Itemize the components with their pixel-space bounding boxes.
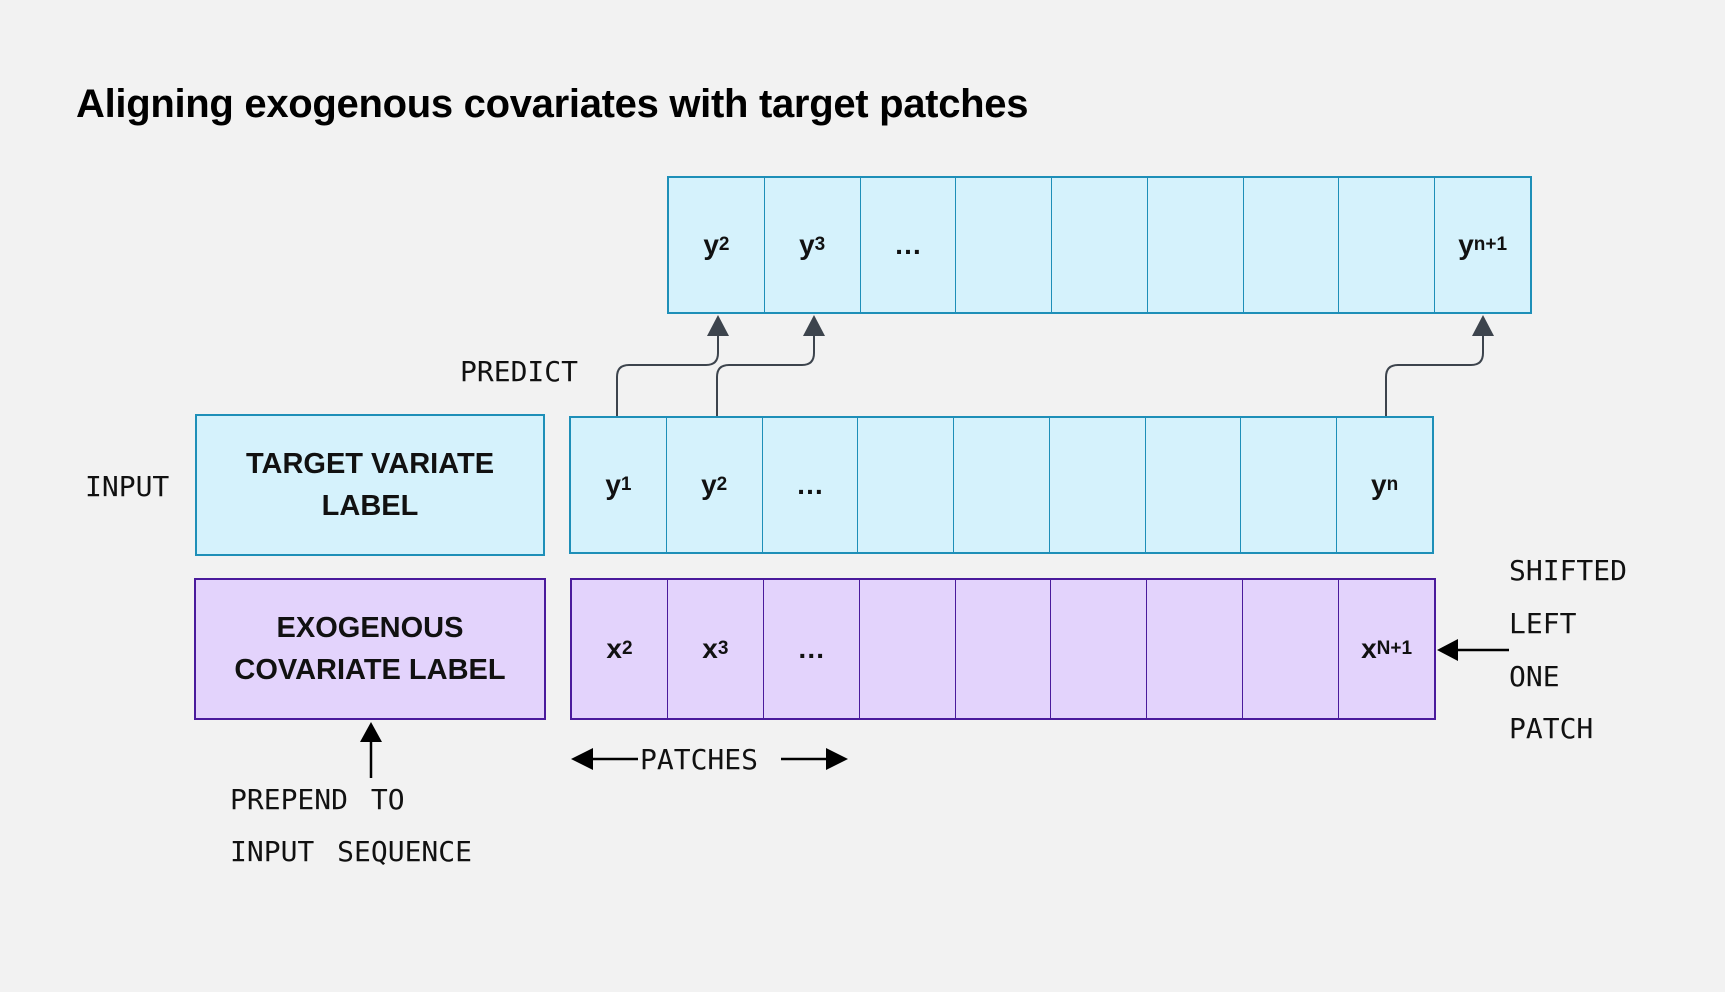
cell-subscript: N+1 [1376, 638, 1413, 659]
covariate-label-line: EXOGENOUS [276, 612, 464, 644]
cell-symbol: … [893, 229, 922, 260]
output-patch-cell [1339, 178, 1436, 312]
target-patch-cell [1146, 418, 1242, 552]
cell-symbol: … [795, 469, 824, 500]
diagram-title: Aligning exogenous covariates with targe… [76, 82, 1029, 126]
cell-subscript: 3 [814, 234, 826, 255]
cell-symbol: y [701, 469, 717, 500]
target-patch-cell [1050, 418, 1146, 552]
arrowhead-icon [707, 315, 729, 336]
cell-symbol: y [1458, 229, 1474, 260]
arrow-left-icon [571, 748, 593, 770]
output-patch-row: y 2 y 3… y n+1 [667, 176, 1532, 314]
cell-symbol: x [1361, 633, 1377, 664]
covariate-label-line: COVARIATE LABEL [234, 654, 506, 686]
output-patch-cell: y n+1 [1435, 178, 1530, 312]
cell-symbol: x [702, 633, 718, 664]
shifted-label: SHIFTED [1509, 554, 1628, 587]
cell-symbol: x [606, 633, 622, 664]
arrowhead-icon [1472, 315, 1494, 336]
cell-subscript: 3 [717, 638, 729, 659]
target-patch-cell [858, 418, 955, 552]
prepend-label: INPUT SEQUENCE [230, 835, 473, 868]
shifted-label: LEFT [1509, 607, 1577, 640]
output-patch-cell [1244, 178, 1340, 312]
shifted-label: PATCH [1509, 712, 1594, 745]
cell-symbol: y [799, 229, 815, 260]
predict-label: PREDICT [460, 355, 579, 388]
predict-connector [1385, 330, 1484, 416]
covariate-patch-cell [1147, 580, 1244, 718]
exogenous-covariate-label-box: EXOGENOUS COVARIATE LABEL [194, 578, 546, 720]
target-patch-cell [954, 418, 1050, 552]
arrowhead-icon [803, 315, 825, 336]
cell-subscript: n [1386, 474, 1399, 495]
patches-label: PATCHES [640, 743, 759, 776]
shifted-label: ONE [1509, 660, 1560, 693]
covariate-patch-cell: … [764, 580, 860, 718]
cell-symbol: y [605, 469, 621, 500]
cell-subscript: n+1 [1473, 234, 1508, 255]
cell-subscript: 2 [716, 474, 728, 495]
predict-connector [716, 330, 815, 416]
covariate-patch-cell [1051, 580, 1148, 718]
output-patch-cell [1148, 178, 1244, 312]
target-label-line: TARGET VARIATE [245, 448, 495, 480]
cell-subscript: 1 [620, 474, 632, 495]
output-patch-cell [1052, 178, 1148, 312]
prepend-label: PREPEND TO [230, 783, 405, 816]
cell-subscript: 2 [718, 234, 730, 255]
arrow-up-icon [360, 722, 382, 742]
cell-subscript: 2 [621, 638, 633, 659]
target-label-line: LABEL [321, 490, 419, 522]
covariate-patch-row: x 2 x 3… x N+1 [570, 578, 1436, 720]
predict-connector [616, 330, 719, 416]
cell-symbol: y [703, 229, 719, 260]
input-label: INPUT [85, 470, 170, 503]
arrow-right-icon [826, 748, 848, 770]
cell-symbol: … [797, 633, 826, 664]
covariate-patch-cell [860, 580, 956, 718]
output-patch-cell [956, 178, 1053, 312]
cell-symbol: y [1371, 469, 1387, 500]
target-patch-cell: … [763, 418, 859, 552]
covariate-patch-cell: x N+1 [1339, 580, 1434, 718]
output-patch-cell: … [861, 178, 957, 312]
target-patch-cell [1241, 418, 1338, 552]
covariate-patch-cell [1243, 580, 1340, 718]
target-variate-label-box: TARGET VARIATE LABEL [195, 414, 545, 556]
covariate-patch-cell [956, 580, 1052, 718]
target-patch-row: y 1 y 2… y n [569, 416, 1434, 554]
arrow-left-icon [1437, 639, 1458, 661]
